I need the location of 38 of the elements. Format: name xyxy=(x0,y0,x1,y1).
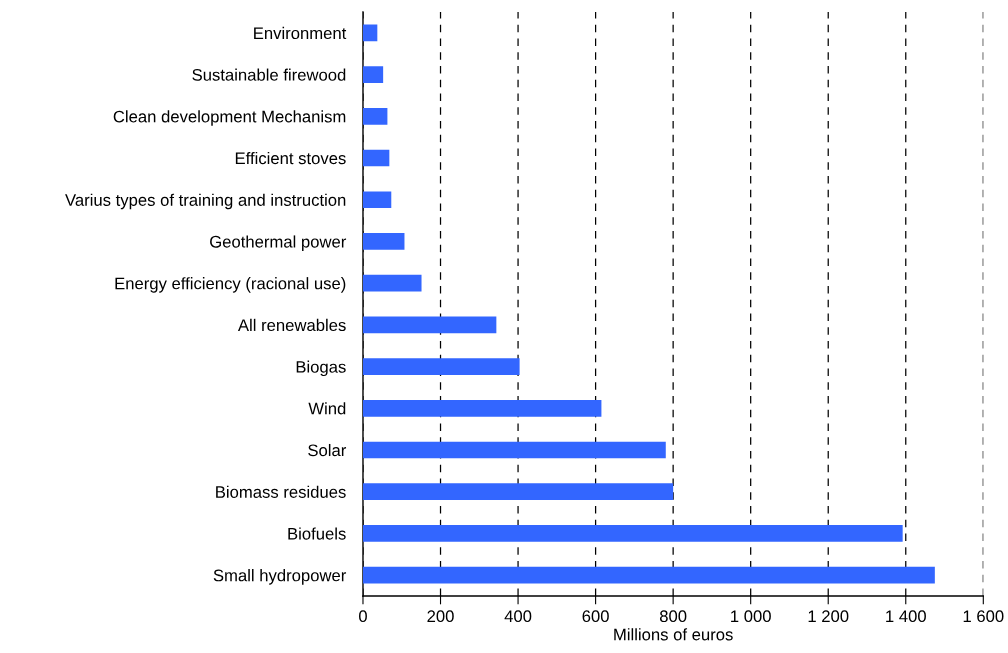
bar xyxy=(362,233,405,250)
bar xyxy=(362,24,378,42)
bar xyxy=(362,441,666,459)
x-axis-title: Millions of euros xyxy=(614,628,733,641)
x-tick-label: 200 xyxy=(427,610,454,623)
y-tick-label: Efficient stoves xyxy=(235,151,346,165)
x-tick-label: 1 600 xyxy=(963,610,1004,623)
bar xyxy=(362,274,422,292)
y-tick-label: Small hydropower xyxy=(213,569,347,585)
y-tick-label: Solar xyxy=(308,443,347,457)
bar xyxy=(362,66,384,83)
bar xyxy=(362,358,520,375)
bar xyxy=(362,191,392,209)
x-tick-label: 800 xyxy=(659,610,687,623)
bar xyxy=(362,399,602,417)
y-tick-label: Biogas xyxy=(296,360,346,377)
bar xyxy=(362,316,497,334)
x-tick-label: 0 xyxy=(359,610,367,623)
bar xyxy=(362,107,388,125)
y-tick-label: Wind xyxy=(308,402,346,415)
bar xyxy=(362,149,390,167)
y-tick-label: Biomass residues xyxy=(216,485,346,498)
x-tick-label: 1 400 xyxy=(886,610,926,623)
y-tick-label: All renewables xyxy=(237,318,346,332)
x-tick-label: 1 000 xyxy=(731,610,771,623)
y-tick-label: Clean development Mechanism xyxy=(113,110,346,126)
bar xyxy=(362,566,935,584)
x-tick-label: 600 xyxy=(582,610,609,623)
x-tick-label: 1 200 xyxy=(808,610,849,623)
y-tick-label: Varius types of training and instruction xyxy=(65,193,346,210)
y-tick-label: Geothermal power xyxy=(210,235,347,251)
y-tick-label: Environment xyxy=(254,26,347,40)
y-tick-label: Biofuels xyxy=(288,527,346,540)
y-tick-label: Sustainable firewood xyxy=(192,68,346,81)
x-tick-label: 400 xyxy=(504,610,532,623)
y-tick-label: Energy efficiency (racional use) xyxy=(115,277,346,293)
bar xyxy=(362,525,903,542)
bar xyxy=(362,483,674,501)
